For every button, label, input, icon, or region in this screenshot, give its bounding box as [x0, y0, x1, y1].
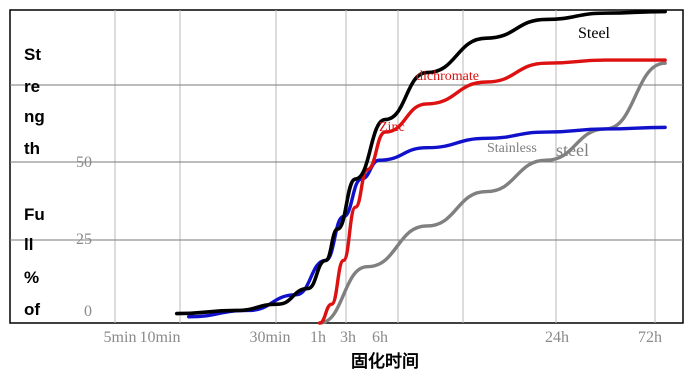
y-axis-label: St re ng th Fu ll% of — [24, 45, 45, 319]
annotation-label: steel — [556, 140, 589, 160]
y-axis-label-line: Fu — [24, 205, 45, 224]
series-line-0 — [174, 9, 667, 316]
y-axis-label-line: ng — [24, 107, 45, 126]
y-axis-label-line: St — [24, 45, 41, 64]
series-group — [174, 9, 667, 325]
x-tick-label: 30min — [250, 329, 291, 346]
y-ticks: 0 25 50 — [76, 154, 92, 320]
series-line-1 — [317, 58, 667, 325]
x-tick-label: 24h — [545, 329, 569, 346]
annotation-label: Zinc — [379, 120, 405, 135]
y-axis-label-line: ll — [24, 235, 33, 254]
annotation-label: Stainless — [487, 141, 537, 156]
y-axis-label-line: % — [24, 268, 39, 287]
x-ticks: 5min 10min 30min 1h 3h 6h 24h 72h — [104, 329, 662, 346]
y-tick-label: 0 — [84, 303, 92, 320]
x-tick-label: 10min — [140, 329, 181, 346]
y-tick-label: 25 — [76, 231, 92, 248]
x-tick-label: 5min — [104, 329, 137, 346]
annotation-label: Steel — [578, 25, 611, 42]
x-tick-label: 72h — [638, 329, 662, 346]
y-axis-label-line: of — [24, 300, 40, 319]
x-tick-label: 3h — [340, 329, 356, 346]
y-axis-label-line: th — [24, 139, 40, 158]
grid — [9, 9, 684, 324]
x-tick-label: 1h — [310, 329, 326, 346]
y-tick-label: 50 — [76, 154, 92, 171]
x-axis-label: 固化时间 — [351, 351, 419, 372]
annotation-label: dichromate — [416, 69, 479, 84]
annotations: Steel dichromate Zinc Stainless steel — [379, 25, 611, 160]
y-axis-label-line: re — [24, 77, 40, 96]
x-tick-label: 6h — [372, 329, 388, 346]
